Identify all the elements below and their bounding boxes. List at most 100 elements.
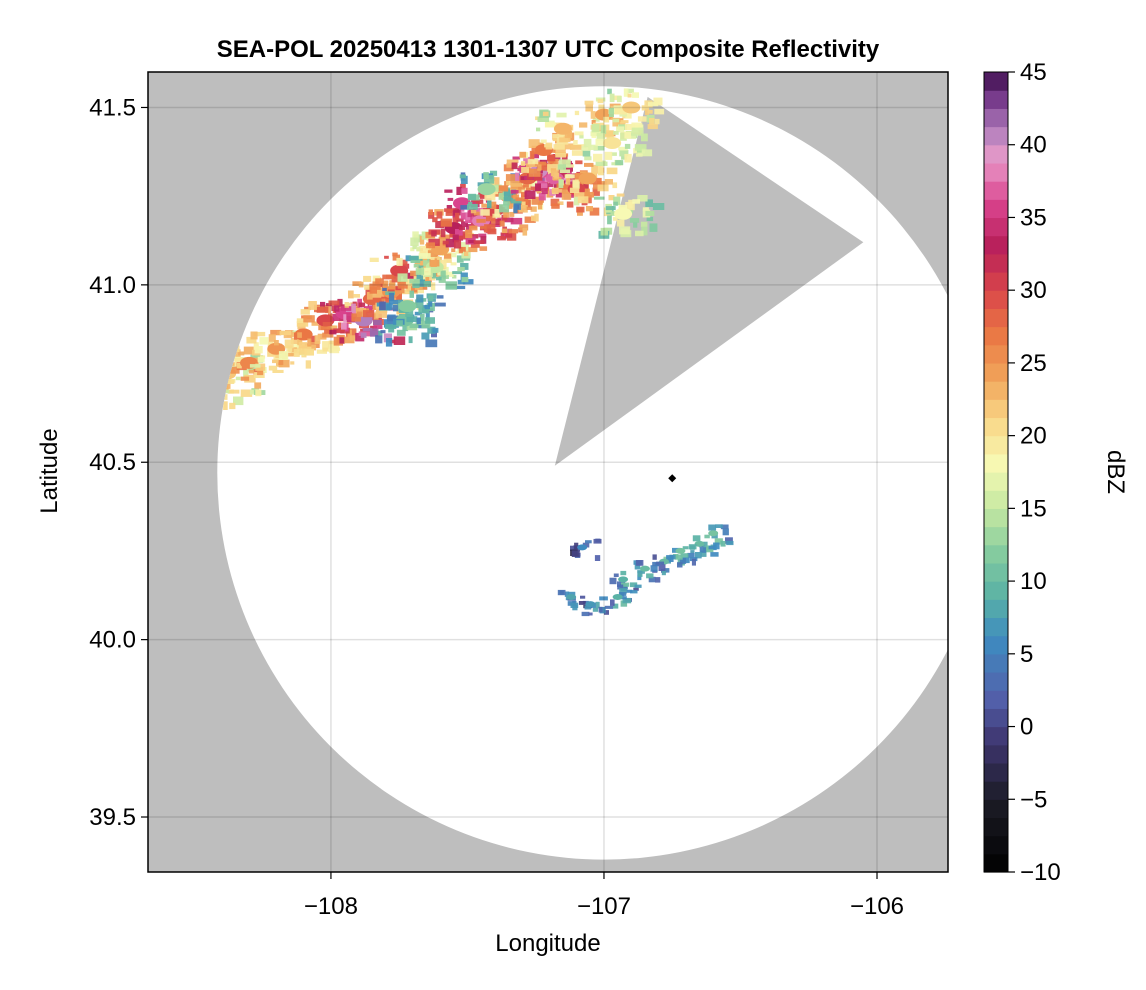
echo-cell (369, 287, 377, 294)
colorbar-band (984, 690, 1008, 709)
echo-cell (626, 589, 633, 593)
echo-cell (308, 301, 317, 310)
echo-cell (618, 592, 627, 596)
echo-cell (620, 570, 627, 576)
echo-cell (476, 218, 486, 223)
echo-cell (687, 552, 695, 558)
echo-cell (582, 600, 589, 605)
echo-cell (613, 603, 619, 609)
echo-cell (543, 172, 549, 178)
echo-cell (460, 212, 468, 220)
echo-cell (426, 302, 435, 312)
echo-cell (591, 124, 600, 133)
echo-cell (584, 605, 592, 610)
echo-core (708, 530, 719, 537)
echo-cell (600, 227, 608, 236)
echo-cell (382, 287, 387, 291)
echo-cell (363, 275, 372, 282)
echo-cell (348, 290, 354, 299)
echo-cell (396, 320, 403, 327)
echo-cell (321, 323, 331, 330)
echo-cell (409, 256, 419, 261)
colorbar-band (984, 108, 1008, 128)
echo-cell (249, 364, 261, 368)
echo-cell (510, 190, 519, 194)
echo-cell (420, 313, 425, 322)
echo-cell (571, 150, 584, 156)
echo-cell (599, 596, 608, 601)
echo-cell (284, 352, 294, 357)
echo-cell (322, 347, 333, 352)
echo-cell (406, 283, 413, 292)
echo-cell (444, 189, 453, 193)
echo-cell (467, 210, 472, 218)
echo-cell (461, 221, 469, 227)
echo-cell (430, 254, 435, 260)
echo-cell (528, 139, 540, 148)
echo-cell (427, 326, 436, 334)
echo-cell (234, 357, 244, 366)
echo-cell (411, 286, 418, 293)
echo-cell (438, 236, 446, 246)
echo-cell (334, 305, 340, 312)
echo-cell (691, 558, 696, 566)
echo-cell (272, 369, 284, 373)
colorbar-band (984, 362, 1008, 382)
echo-cell (478, 233, 487, 238)
colorbar-tick-label: 25 (1020, 350, 1047, 377)
echo-cell (425, 311, 430, 321)
echo-cell (386, 315, 399, 322)
echo-cell (607, 215, 612, 225)
echo-cell (415, 268, 425, 275)
echo-cell (228, 389, 240, 394)
echo-cell (503, 188, 510, 196)
echo-cell (679, 558, 687, 564)
echo-cell (699, 547, 707, 553)
colorbar-tick-label: 10 (1020, 568, 1047, 595)
echo-cell (506, 180, 512, 186)
echo-cell (384, 255, 389, 259)
echo-cell (619, 588, 627, 594)
echo-cell (594, 196, 605, 200)
echo-cell (414, 311, 422, 316)
echo-cell (661, 569, 666, 576)
echo-cell (243, 369, 249, 378)
echo-cell (311, 321, 319, 326)
echo-cell (274, 340, 279, 346)
echo-cell (254, 345, 263, 354)
echo-cell (528, 168, 541, 177)
echo-cell (575, 160, 583, 165)
echo-cell (376, 283, 387, 288)
echo-cell (609, 93, 615, 103)
echo-cell (621, 156, 627, 160)
echo-cell (725, 537, 733, 544)
echo-cell (538, 193, 546, 201)
colorbar-band (984, 90, 1008, 109)
echo-cell (594, 555, 601, 561)
echo-cell (584, 162, 594, 167)
colorbar-tick-label: 20 (1020, 423, 1047, 450)
echo-cell (537, 116, 550, 122)
echo-cell (596, 133, 605, 141)
echo-cell (618, 146, 628, 151)
echo-cell (299, 346, 307, 355)
echo-cell (503, 211, 510, 218)
echo-cell (645, 199, 653, 207)
echo-cell (652, 561, 660, 567)
y-axis-ticks: 39.5 40.0 40.5 41.0 41.5 (89, 94, 148, 831)
echo-cell (409, 323, 420, 329)
colorbar-band (984, 490, 1008, 509)
echo-cell (470, 209, 477, 214)
echo-cell (480, 225, 487, 229)
echo-cell (682, 546, 689, 550)
echo-cell (520, 176, 527, 181)
echo-cell (240, 389, 253, 397)
echo-cell (468, 247, 478, 253)
y-tick-label: 41.5 (89, 94, 136, 121)
echo-cell (609, 577, 617, 585)
echo-cell (649, 118, 655, 125)
echo-cell (297, 338, 302, 346)
echo-cell (634, 584, 642, 588)
echo-cell (624, 153, 632, 163)
echo-core (554, 122, 573, 135)
